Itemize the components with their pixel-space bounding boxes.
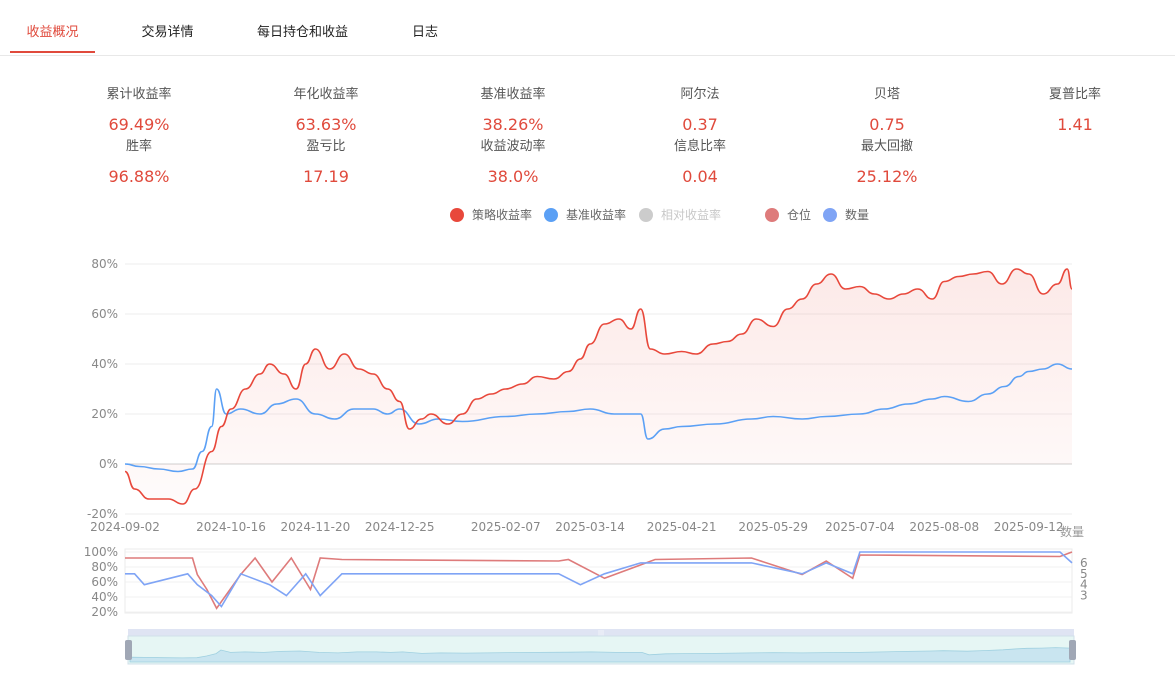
metric-information-ratio: 信息比率 0.04 (620, 138, 780, 186)
metric-label: 年化收益率 (293, 87, 359, 102)
slider-grip-icon: ||| (598, 630, 604, 637)
metric-benchmark-return: 基准收益率 38.26% (433, 86, 593, 134)
metric-label: 盈亏比 (306, 139, 346, 154)
position-tick-label: 40% (91, 590, 118, 604)
y-tick-label: 40% (91, 357, 118, 371)
y-tick-label: 60% (91, 307, 118, 321)
tab-returns-overview[interactable]: 收益概况 (26, 25, 79, 40)
metric-cumulative-return: 累计收益率 69.49% (59, 86, 219, 134)
zoom-slider-top-bar[interactable] (128, 629, 1074, 636)
x-tick-label: 2025-04-21 (647, 520, 717, 534)
tab-bar: 收益概况 交易详情 每日持仓和收益 日志 (0, 0, 1175, 56)
metric-label: 贝塔 (873, 87, 900, 102)
x-tick-label: 2024-09-02 (90, 520, 160, 534)
y-tick-label: 20% (91, 407, 118, 421)
y-tick-label: 80% (91, 257, 118, 271)
legend-relative-return[interactable]: 相对收益率 (639, 205, 721, 225)
metric-label: 夏普比率 (1048, 87, 1101, 102)
x-tick-label: 2025-08-08 (909, 520, 979, 534)
x-tick-label: 2025-05-29 (738, 520, 808, 534)
metric-label: 基准收益率 (480, 87, 546, 102)
tab-daily-positions[interactable]: 每日持仓和收益 (256, 25, 348, 40)
metric-value: 25.12% (856, 167, 918, 186)
legend-label: 基准收益率 (566, 208, 627, 222)
metric-value: 38.26% (482, 115, 544, 134)
legend-strategy-return[interactable]: 策略收益率 (450, 205, 532, 225)
quantity-tick-label: 6 (1080, 556, 1088, 570)
zoom-slider-right-handle[interactable] (1069, 640, 1076, 660)
metric-beta: 贝塔 0.75 (807, 86, 967, 134)
quantity-tick-label: 5 (1080, 567, 1088, 581)
metric-value: 38.0% (487, 167, 539, 186)
metric-label: 最大回撤 (860, 139, 913, 154)
tab-trade-details[interactable]: 交易详情 (141, 25, 194, 40)
metric-return-volatility: 收益波动率 38.0% (433, 138, 593, 186)
metric-label: 阿尔法 (680, 87, 720, 102)
x-tick-label: 2025-09-12 (994, 520, 1064, 534)
x-tick-label: 2025-02-07 (471, 520, 541, 534)
tab-log[interactable]: 日志 (411, 25, 438, 40)
metric-annualized-return: 年化收益率 63.63% (246, 86, 406, 134)
legend-benchmark-return[interactable]: 基准收益率 (544, 205, 626, 225)
legend-dot-icon (450, 208, 464, 222)
x-tick-label: 2025-03-14 (555, 520, 625, 534)
quantity-axis-label: 数量 (1060, 524, 1084, 539)
legend-label: 相对收益率 (661, 208, 722, 222)
metric-value: 0.37 (682, 115, 718, 134)
legend-quantity[interactable]: 数量 (823, 205, 869, 225)
metric-value: 69.49% (108, 115, 170, 134)
legend-dot-icon (544, 208, 558, 222)
metric-label: 累计收益率 (106, 87, 172, 102)
sub-chart-frame (124, 548, 1073, 614)
metric-value: 0.04 (682, 167, 718, 186)
metric-max-drawdown: 最大回撤 25.12% (807, 138, 967, 186)
x-tick-label: 2025-07-04 (825, 520, 895, 534)
legend-dot-icon (823, 208, 837, 222)
chart-legend: 策略收益率 基准收益率 相对收益率 仓位 数量 (0, 205, 1175, 225)
legend-label: 数量 (845, 208, 870, 222)
legend-dot-icon (765, 208, 779, 222)
position-tick-label: 80% (91, 560, 118, 574)
position-line (125, 551, 1073, 610)
metric-label: 收益波动率 (480, 139, 546, 154)
benchmark-return-line (124, 363, 1073, 473)
legend-position[interactable]: 仓位 (765, 205, 811, 225)
position-tick-label: 60% (91, 575, 118, 589)
quantity-tick-label: 4 (1080, 578, 1088, 592)
position-tick-label: 20% (91, 605, 118, 619)
y-tick-label: 0% (99, 457, 118, 471)
legend-label: 仓位 (787, 208, 812, 222)
active-tab-indicator (10, 51, 95, 53)
metric-alpha: 阿尔法 0.37 (620, 86, 780, 134)
metric-value: 1.41 (1057, 115, 1093, 134)
metric-value: 96.88% (108, 167, 170, 186)
legend-label: 策略收益率 (472, 208, 533, 222)
slider-preview-area (129, 647, 1071, 663)
x-tick-label: 2024-12-25 (365, 520, 435, 534)
x-tick-label: 2024-11-20 (280, 520, 350, 534)
metric-value: 0.75 (869, 115, 905, 134)
strategy-area-fill (125, 269, 1072, 504)
metric-label: 胜率 (125, 139, 152, 154)
metric-value: 63.63% (295, 115, 357, 134)
position-tick-label: 100% (84, 545, 118, 559)
metric-sharpe-ratio: 夏普比率 1.41 (995, 86, 1155, 134)
legend-dot-icon (639, 208, 653, 222)
strategy-return-line (124, 268, 1073, 505)
quantity-tick-label: 3 (1080, 589, 1088, 603)
quantity-line (125, 551, 1073, 608)
y-tick-label: -20% (87, 507, 118, 521)
metric-win-rate: 胜率 96.88% (59, 138, 219, 186)
x-tick-label: 2024-10-16 (196, 520, 266, 534)
metric-label: 信息比率 (673, 139, 726, 154)
metric-profit-loss-ratio: 盈亏比 17.19 (246, 138, 406, 186)
metric-value: 17.19 (303, 167, 349, 186)
zoom-slider-left-handle[interactable] (125, 640, 132, 660)
